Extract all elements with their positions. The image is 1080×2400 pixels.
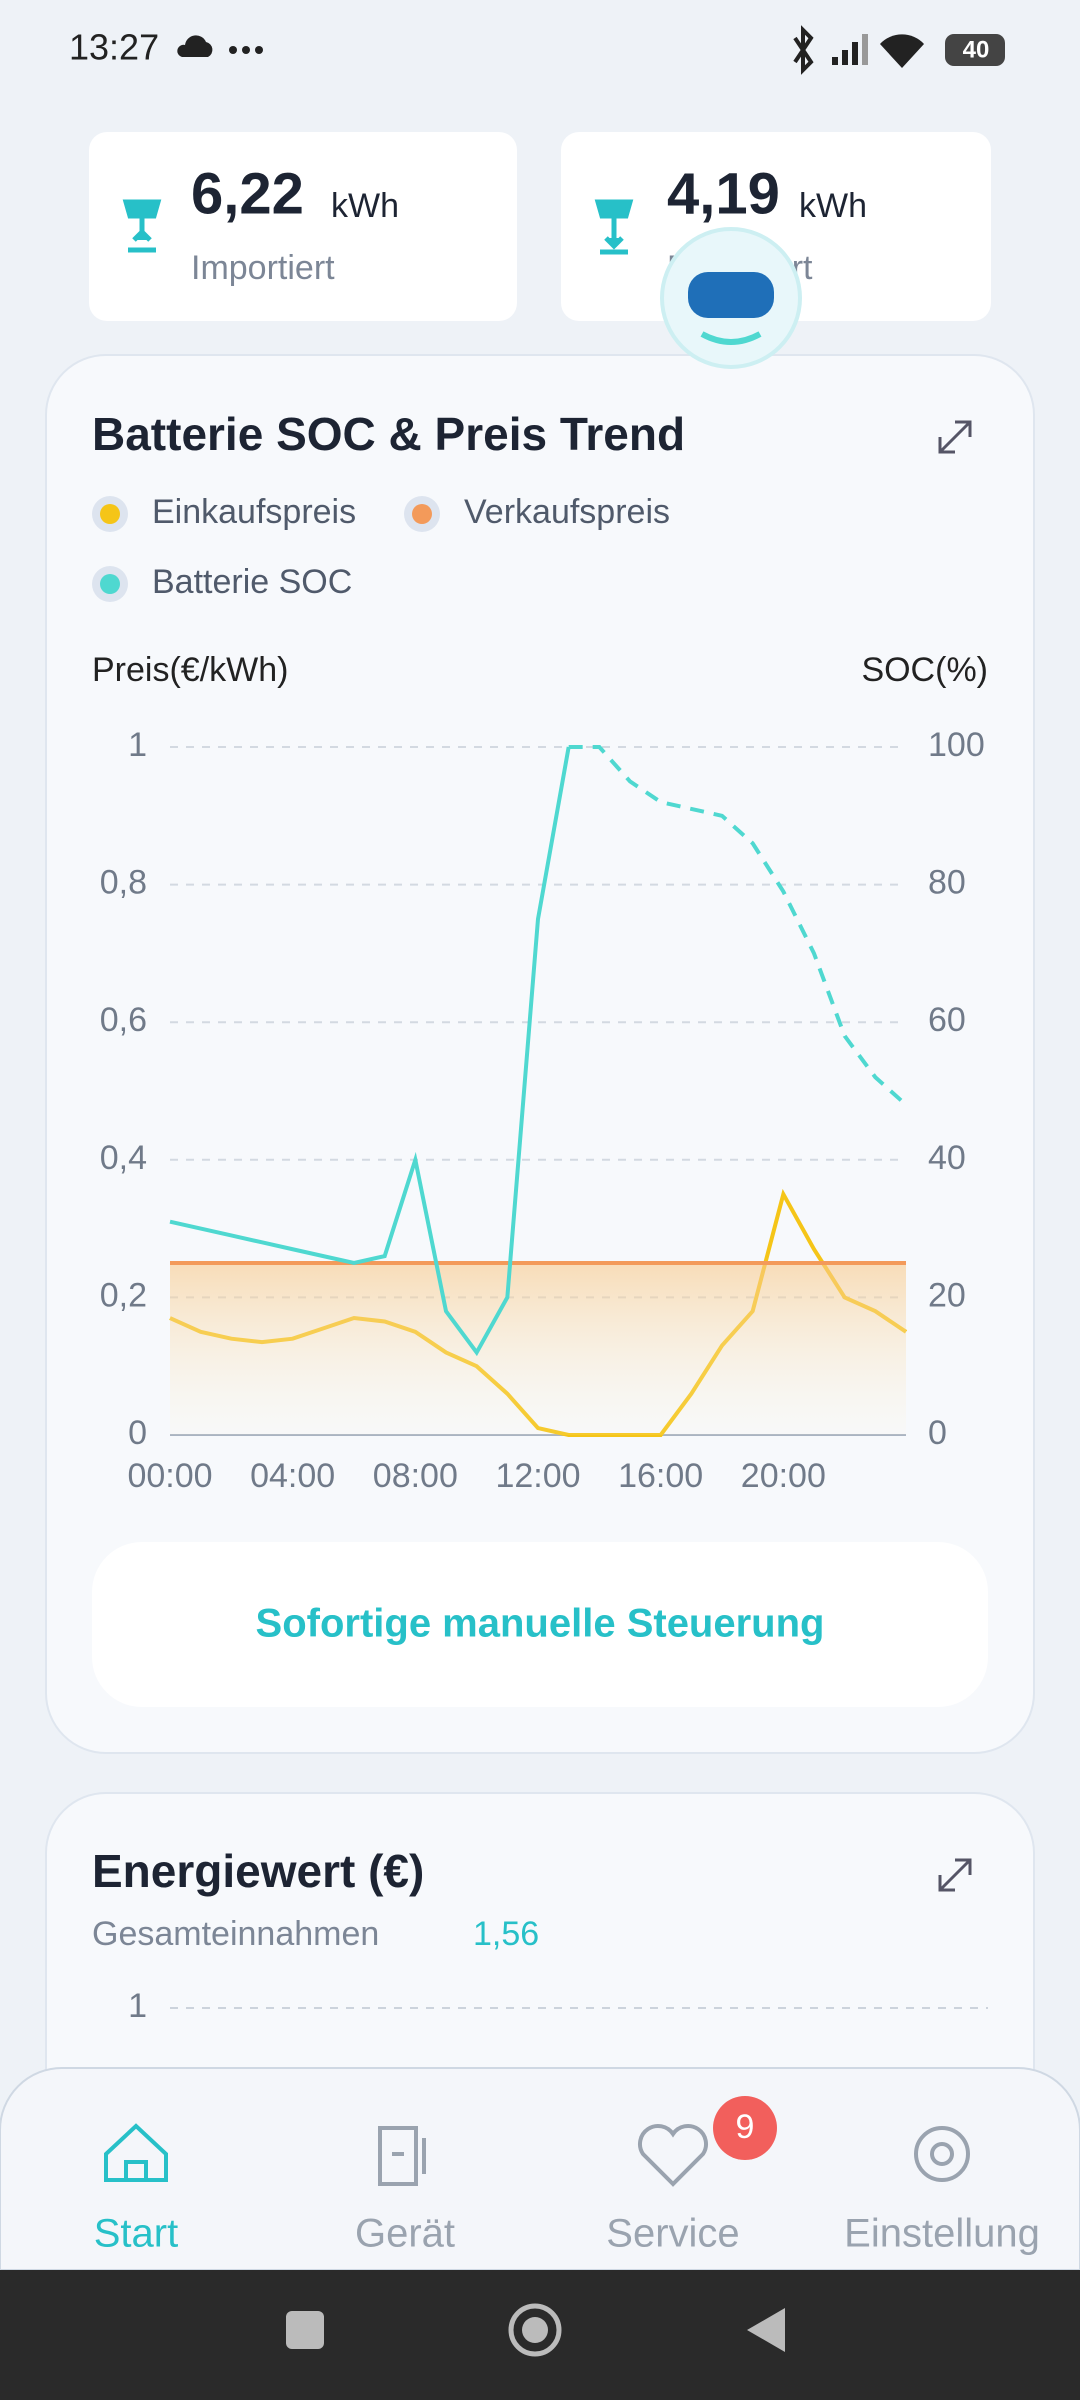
wifi-icon: [880, 34, 924, 68]
nav-icon-service[interactable]: [637, 2124, 709, 2187]
battery-icon: [945, 34, 1005, 66]
more-icon: [229, 46, 263, 54]
service-badge-count: 9: [736, 2108, 755, 2146]
area: [170, 1263, 906, 1435]
import-icon: [122, 199, 162, 253]
import-value: 6,22: [191, 161, 304, 226]
x-tick-label: 12:00: [495, 1457, 580, 1495]
battery-level: 40: [963, 36, 990, 63]
home-button[interactable]: [508, 2303, 562, 2357]
control-button[interactable]: [92, 1542, 988, 1707]
expand-button[interactable]: [938, 1858, 972, 1892]
nav-label[interactable]: Gerät: [355, 2212, 455, 2256]
y2-tick-label: 100: [928, 726, 985, 764]
legend-swatch: [100, 504, 120, 524]
y-tick-label: 0,2: [100, 1276, 147, 1314]
service-badge: [713, 2096, 777, 2160]
series-line: [568, 745, 908, 1107]
x-tick-label: 08:00: [373, 1457, 458, 1495]
nav-icon-start[interactable]: [104, 2123, 168, 2182]
import-unit: kWh: [331, 187, 399, 225]
export-icon: [594, 199, 634, 255]
y-axis-title: Preis(€/kWh): [92, 651, 288, 689]
legend-label: Einkaufspreis: [152, 493, 356, 531]
nav-icon-settings-core: [930, 2142, 954, 2166]
y2-tick-label: 20: [928, 1276, 966, 1314]
import-card: [89, 132, 517, 321]
export-value: 4,19: [667, 161, 780, 226]
assistant-robot[interactable]: [688, 272, 774, 318]
y2-tick-label: 0: [928, 1414, 947, 1452]
nav-label[interactable]: Service: [606, 2212, 739, 2256]
export-unit: kWh: [799, 187, 867, 225]
energy-subtitle: Gesamteinnahmen: [92, 1915, 379, 1953]
y-tick-label: 0,4: [100, 1139, 147, 1177]
legend-swatch: [100, 574, 120, 594]
status-bar: [0, 0, 1080, 110]
nav-icon-settings[interactable]: [914, 2126, 970, 2182]
control-button-label[interactable]: Sofortige manuelle Steuerung: [256, 1602, 825, 1646]
y2-tick-label: 40: [928, 1139, 966, 1177]
assistant-smile: [700, 331, 762, 345]
x-tick-label: 16:00: [618, 1457, 703, 1495]
nav-icon-geraet[interactable]: [378, 2126, 426, 2186]
bottom-nav: [0, 2067, 1080, 2271]
y-tick-label: 0: [128, 1414, 147, 1452]
legend-swatch: [412, 504, 432, 524]
x-tick-label: 20:00: [741, 1457, 826, 1495]
series-line: [169, 746, 571, 1357]
recents-button[interactable]: [286, 2311, 324, 2349]
legend-label: Verkaufspreis: [464, 493, 670, 531]
energy-title: Energiewert (€): [92, 1845, 424, 1897]
nav-label[interactable]: Start: [94, 2212, 178, 2256]
y2-tick-label: 80: [928, 864, 966, 902]
y-tick-label: 1: [128, 726, 147, 764]
y-tick-label: 0,8: [100, 864, 147, 902]
cloud-icon: [177, 35, 213, 57]
home-button-core: [522, 2317, 548, 2343]
bluetooth-icon: [793, 25, 814, 75]
energy-tick: 1: [128, 1987, 147, 2025]
y2-axis-title: SOC(%): [861, 651, 988, 689]
chart-title: Batterie SOC & Preis Trend: [92, 408, 685, 460]
x-tick-label: 04:00: [250, 1457, 335, 1495]
y2-tick-label: 60: [928, 1001, 966, 1039]
expand-button[interactable]: [938, 420, 972, 454]
nav-label[interactable]: Einstellung: [844, 2212, 1040, 2256]
y-tick-label: 0,6: [100, 1001, 147, 1039]
import-label: Importiert: [191, 249, 335, 287]
x-tick-label: 00:00: [127, 1457, 212, 1495]
signal-icon: [832, 34, 868, 65]
energy-total: 1,56: [473, 1915, 539, 1953]
legend-label: Batterie SOC: [152, 563, 352, 601]
clock: 13:27: [69, 27, 159, 68]
back-button[interactable]: [747, 2308, 785, 2352]
